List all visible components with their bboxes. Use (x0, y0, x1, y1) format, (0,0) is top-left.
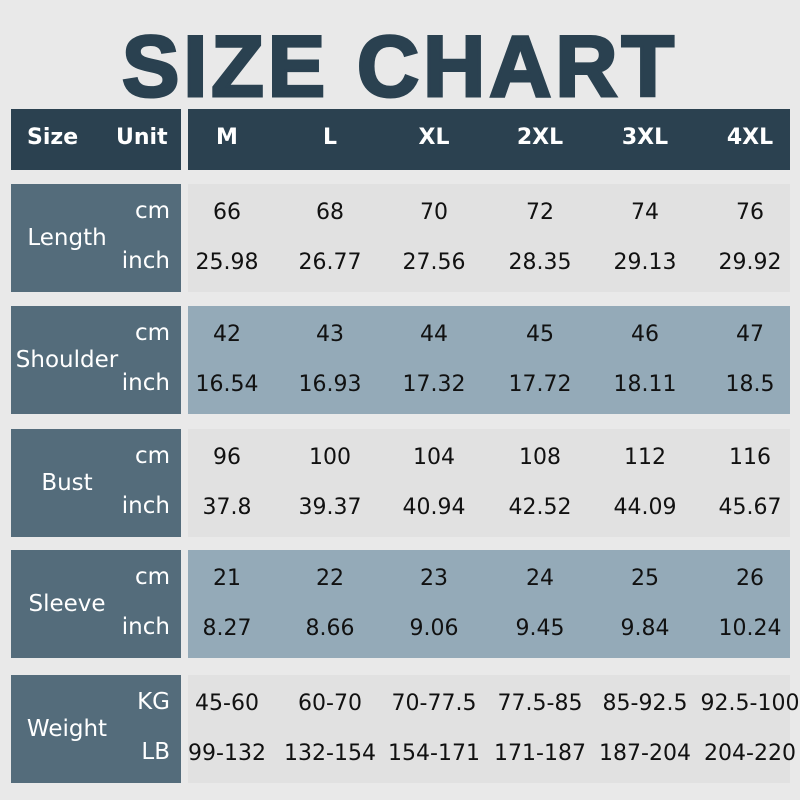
header-size-l: L (322, 125, 338, 150)
table-cell: 45.67 (718, 495, 782, 520)
table-cell: 27.56 (402, 250, 466, 275)
row-values-bust: 96 100 104 108 112 116 37.8 39.37 40.94 42.52 44.0… (188, 429, 790, 537)
row-values-weight: 45-60 60-70 70-77.5 77.5-85 85-92.5 92.5-100 9… (188, 675, 799, 783)
table-cell: 9.84 (620, 616, 670, 641)
table-cell: 132-154 (284, 741, 376, 766)
table-cell: 39.37 (298, 495, 362, 520)
measurement-label: Length (27, 225, 107, 251)
unit-label: inch (121, 370, 170, 396)
header-size-4xl: 4XL (726, 125, 774, 150)
unit-label: cm (134, 198, 170, 224)
table-cell: 77.5-85 (497, 691, 583, 716)
measurement-label: Shoulder (15, 347, 119, 373)
table-cell: 10.24 (718, 616, 782, 641)
unit-label: cm (134, 564, 170, 590)
table-cell: 85-92.5 (602, 691, 688, 716)
table-cell: 112 (624, 445, 666, 470)
row-label-length: Length cm inch (11, 184, 181, 292)
header-size: Size (27, 125, 79, 150)
row-label-bust: Bust cm inch (11, 429, 181, 537)
table-cell: 16.93 (298, 372, 362, 397)
table-cell: 18.5 (725, 372, 775, 397)
table-cell: 42.52 (508, 495, 572, 520)
table-cell: 8.66 (305, 616, 355, 641)
table-cell: 21 (213, 566, 241, 591)
table-cell: 187-204 (599, 741, 691, 766)
header-size-m: M (216, 125, 238, 150)
row-label-weight: Weight KG LB (11, 675, 181, 783)
table-cell: 25.98 (195, 250, 259, 275)
table-cell: 70 (420, 200, 448, 225)
table-cell: 17.32 (402, 372, 466, 397)
row-label-sleeve: Sleeve cm inch (11, 550, 181, 658)
table-cell: 16.54 (195, 372, 259, 397)
header-size-3xl: 3XL (621, 125, 669, 150)
table-cell: 171-187 (494, 741, 586, 766)
table-cell: 37.8 (202, 495, 252, 520)
table-cell: 70-77.5 (391, 691, 477, 716)
header-size-2xl: 2XL (516, 125, 564, 150)
table-cell: 116 (729, 445, 771, 470)
table-cell: 23 (420, 566, 448, 591)
header-size-xl: XL (418, 125, 450, 150)
table-cell: 43 (316, 322, 344, 347)
unit-label: cm (134, 443, 170, 469)
table-cell: 45 (526, 322, 554, 347)
table-cell: 29.92 (718, 250, 782, 275)
table-cell: 26 (736, 566, 764, 591)
header-unit: Unit (116, 125, 168, 150)
table-cell: 46 (631, 322, 659, 347)
table-cell: 22 (316, 566, 344, 591)
table-cell: 9.45 (515, 616, 565, 641)
unit-label: KG (137, 689, 170, 715)
row-values-sleeve: 21 22 23 24 25 26 8.27 8.66 9.06 9.45 9.84 10.24 (188, 550, 790, 658)
table-cell: 28.35 (508, 250, 572, 275)
table-cell: 108 (519, 445, 561, 470)
table-cell: 42 (213, 322, 241, 347)
table-cell: 17.72 (508, 372, 572, 397)
table-cell: 44 (420, 322, 448, 347)
table-cell: 60-70 (298, 691, 362, 716)
table-cell: 100 (309, 445, 351, 470)
table-cell: 18.11 (613, 372, 677, 397)
table-cell: 24 (526, 566, 554, 591)
header-sizes: M L XL 2XL 3XL 4XL (188, 109, 790, 170)
row-values-shoulder: 42 43 44 45 46 47 16.54 16.93 17.32 17.72 18.11 18.… (188, 306, 790, 414)
table-cell: 40.94 (402, 495, 466, 520)
table-cell: 44.09 (613, 495, 677, 520)
row-label-shoulder: Shoulder cm inch (11, 306, 181, 414)
unit-label: inch (121, 614, 170, 640)
table-cell: 29.13 (613, 250, 677, 275)
table-cell: 76 (736, 200, 764, 225)
table-cell: 47 (736, 322, 764, 347)
table-cell: 204-220 (704, 741, 796, 766)
table-cell: 92.5-100 (700, 691, 800, 716)
measurement-label: Sleeve (28, 591, 106, 617)
table-cell: 68 (316, 200, 344, 225)
table-cell: 99-132 (188, 741, 266, 766)
table-cell: 45-60 (195, 691, 259, 716)
measurement-label: Bust (41, 470, 93, 496)
table-cell: 154-171 (388, 741, 480, 766)
table-cell: 96 (213, 445, 241, 470)
unit-label: cm (134, 320, 170, 346)
table-cell: 9.06 (409, 616, 459, 641)
table-cell: 25 (631, 566, 659, 591)
row-values-length: 66 68 70 72 74 76 25.98 26.77 27.56 28.35 29.13 29.… (188, 184, 790, 292)
table-cell: 26.77 (298, 250, 362, 275)
table-cell: 104 (413, 445, 455, 470)
measurement-label: Weight (26, 716, 108, 742)
unit-label: LB (141, 739, 170, 765)
header-left: Size Unit (11, 109, 181, 170)
page-title: SIZE CHART (121, 19, 678, 115)
table-cell: 74 (631, 200, 659, 225)
unit-label: inch (121, 248, 170, 274)
table-cell: 8.27 (202, 616, 252, 641)
table-cell: 72 (526, 200, 554, 225)
table-cell: 66 (213, 200, 241, 225)
unit-label: inch (121, 493, 170, 519)
